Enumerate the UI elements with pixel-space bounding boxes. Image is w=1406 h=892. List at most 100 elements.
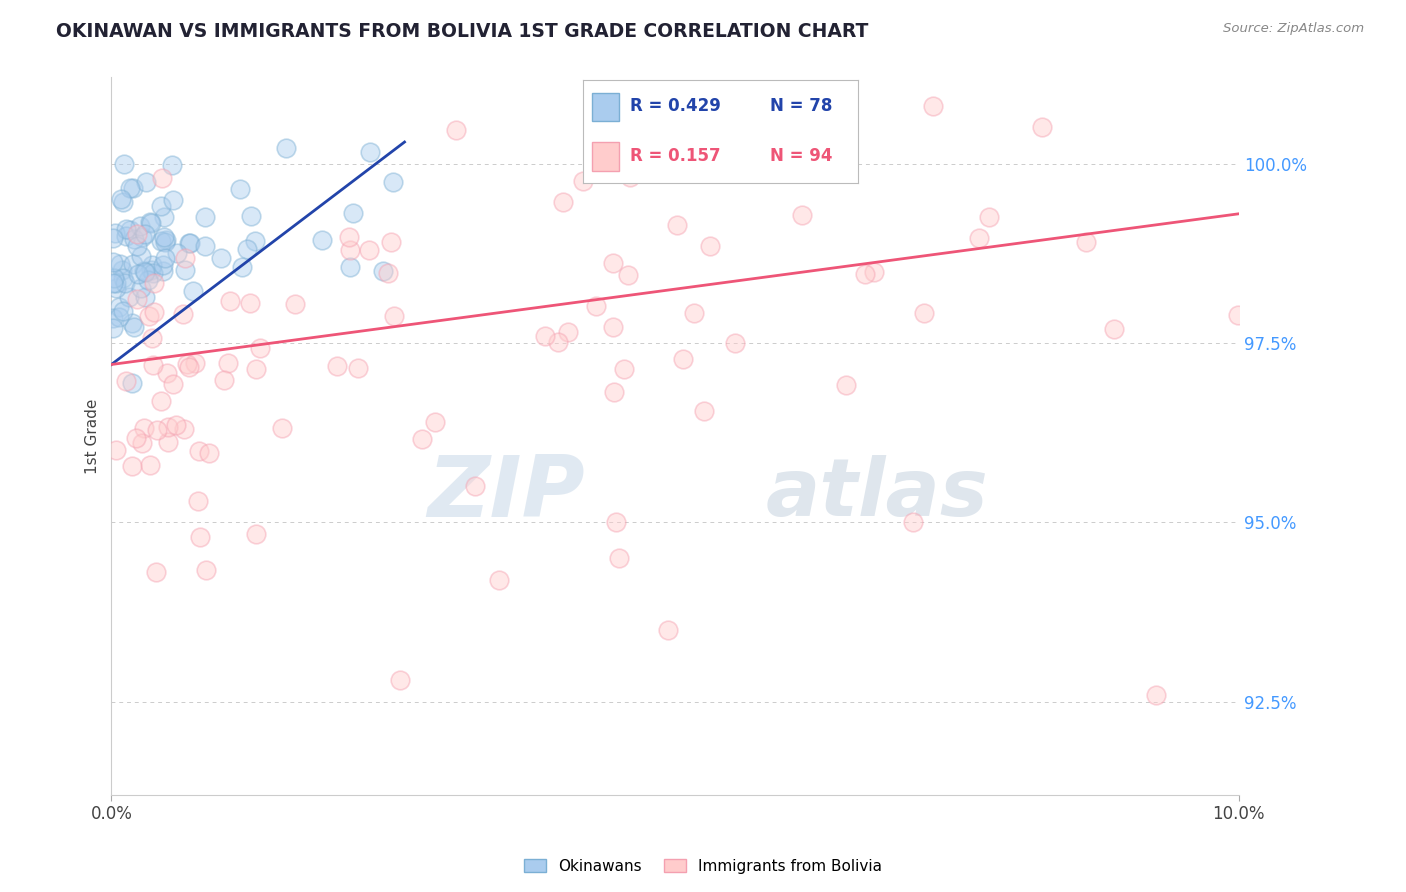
Point — [165, 418, 187, 433]
Point — [121, 459, 143, 474]
Text: OKINAWAN VS IMMIGRANTS FROM BOLIVIA 1ST GRADE CORRELATION CHART: OKINAWAN VS IMMIGRANTS FROM BOLIVIA 1ST … — [56, 22, 869, 41]
Point — [115, 222, 138, 236]
Text: atlas: atlas — [765, 455, 988, 533]
Point — [149, 394, 172, 409]
Point — [115, 374, 138, 388]
Point — [139, 458, 162, 472]
Point — [142, 358, 165, 372]
Point — [166, 246, 188, 260]
Point — [381, 175, 404, 189]
Point — [114, 157, 136, 171]
Point — [115, 228, 138, 243]
Point — [863, 265, 886, 279]
Point — [444, 123, 467, 137]
Point — [337, 230, 360, 244]
Point — [131, 249, 153, 263]
Point — [665, 218, 688, 232]
Point — [603, 385, 626, 400]
Point — [122, 232, 145, 246]
Point — [557, 325, 579, 339]
Point — [602, 255, 624, 269]
Point — [128, 219, 150, 234]
Point — [134, 227, 156, 242]
Point — [534, 328, 557, 343]
Point — [146, 423, 169, 437]
Point — [231, 260, 253, 275]
Point — [209, 251, 232, 265]
Point — [143, 276, 166, 290]
Point — [129, 281, 152, 295]
Point — [172, 307, 194, 321]
Point — [382, 309, 405, 323]
Point — [572, 174, 595, 188]
Point — [103, 271, 125, 285]
Point — [218, 293, 240, 308]
Point — [605, 516, 627, 530]
Point — [162, 376, 184, 391]
Point — [101, 231, 124, 245]
Point — [121, 257, 143, 271]
Point — [156, 366, 179, 380]
Point — [145, 565, 167, 579]
Point — [152, 230, 174, 244]
Point — [240, 209, 263, 223]
Point — [152, 258, 174, 272]
Point — [149, 234, 172, 248]
Y-axis label: 1st Grade: 1st Grade — [86, 399, 100, 474]
Text: ZIP: ZIP — [427, 452, 585, 535]
Point — [111, 195, 134, 210]
Point — [101, 310, 124, 325]
Point — [617, 268, 640, 283]
Point — [284, 297, 307, 311]
Point — [141, 263, 163, 277]
Point — [134, 265, 156, 279]
Point — [179, 235, 201, 250]
Text: R = 0.157: R = 0.157 — [630, 147, 721, 165]
Point — [245, 527, 267, 541]
Point — [127, 227, 149, 241]
Point — [464, 479, 486, 493]
Point — [105, 281, 128, 295]
Point — [120, 223, 142, 237]
Point — [551, 194, 574, 209]
Bar — [592, 93, 619, 121]
Point — [187, 493, 209, 508]
Point — [853, 267, 876, 281]
Point — [547, 334, 569, 349]
Text: R = 0.429: R = 0.429 — [630, 97, 721, 115]
Point — [1031, 120, 1053, 134]
Point — [176, 357, 198, 371]
Point — [131, 230, 153, 244]
Point — [1102, 322, 1125, 336]
Point — [214, 373, 236, 387]
Point — [903, 516, 925, 530]
Point — [1144, 688, 1167, 702]
Point — [173, 422, 195, 436]
Point — [195, 563, 218, 577]
Point — [682, 306, 704, 320]
Point — [131, 436, 153, 450]
Point — [111, 304, 134, 318]
Point — [135, 175, 157, 189]
Point — [271, 421, 294, 435]
Point — [134, 264, 156, 278]
Point — [121, 376, 143, 390]
Point — [101, 321, 124, 335]
Point — [619, 170, 641, 185]
Point — [585, 299, 607, 313]
Point — [488, 573, 510, 587]
Point — [138, 215, 160, 229]
Point — [162, 193, 184, 207]
Point — [138, 309, 160, 323]
Point — [110, 192, 132, 206]
Point — [388, 673, 411, 688]
Point — [127, 267, 149, 281]
Point — [239, 296, 262, 310]
Point — [142, 305, 165, 319]
Legend: Okinawans, Immigrants from Bolivia: Okinawans, Immigrants from Bolivia — [517, 853, 889, 880]
Point — [342, 206, 364, 220]
Point — [141, 258, 163, 272]
Point — [187, 443, 209, 458]
Point — [125, 431, 148, 445]
Point — [104, 442, 127, 457]
